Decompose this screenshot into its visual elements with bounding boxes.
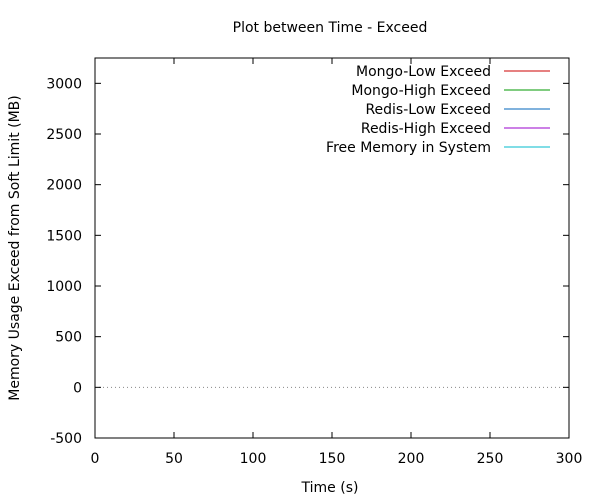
x-tick-label: 200 [398, 451, 425, 467]
legend-label: Free Memory in System [326, 140, 491, 156]
y-tick-label: 2500 [46, 127, 82, 143]
x-axis-label: Time (s) [301, 480, 359, 496]
y-tick-label: 3000 [46, 76, 82, 92]
chart-title: Plot between Time - Exceed [233, 20, 428, 36]
y-tick-label: 0 [73, 380, 82, 396]
x-tick-label: 50 [165, 451, 183, 467]
legend-label: Mongo-High Exceed [351, 83, 491, 99]
x-tick-label: 300 [556, 451, 583, 467]
y-tick-label: 1500 [46, 228, 82, 244]
x-tick-label: 100 [240, 451, 267, 467]
y-tick-label: 1000 [46, 279, 82, 295]
legend: Mongo-Low Exceed Mongo-High Exceed Redis-L… [326, 64, 550, 156]
x-tick-label: 250 [477, 451, 504, 467]
legend-label: Redis-High Exceed [361, 121, 491, 137]
x-tick-label: 0 [91, 451, 100, 467]
axis-ticks: 0 50 100 150 200 250 300 -500 0 500 1000 1500 2000 25… [46, 58, 582, 467]
y-tick-label: 2000 [46, 178, 82, 194]
y-tick-label: -500 [50, 431, 82, 447]
legend-label: Mongo-Low Exceed [356, 64, 491, 80]
x-tick-label: 150 [319, 451, 346, 467]
legend-label: Redis-Low Exceed [365, 102, 491, 118]
plot-frame [94, 57, 570, 439]
y-tick-label: 500 [55, 330, 82, 346]
y-axis-label: Memory Usage Exceed from Soft Limit (MB) [7, 95, 23, 400]
